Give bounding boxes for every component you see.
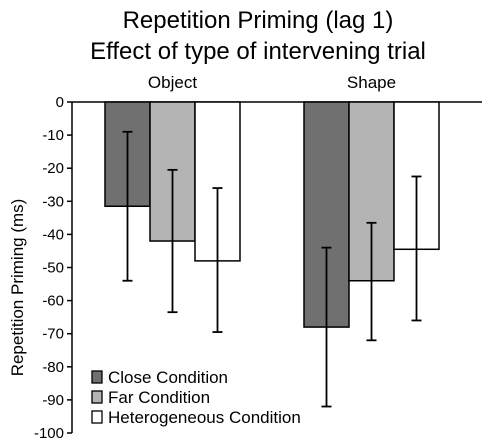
legend-swatch [91, 390, 103, 404]
y-tick-label: -50 [42, 260, 64, 277]
error-bar-object-2 [212, 187, 223, 333]
y-axis-label: Repetition Priming (ms) [8, 199, 27, 377]
y-tick-label: -90 [42, 392, 64, 409]
y-tick-label: -30 [42, 193, 64, 210]
chart-subtitle: Effect of type of intervening trial [90, 38, 426, 65]
y-tick-label: 0 [56, 94, 64, 111]
y-tick-label: -20 [42, 160, 64, 177]
legend-swatch [91, 370, 103, 384]
legend-label: Close Condition [108, 368, 228, 387]
y-tick-label: -80 [42, 359, 64, 376]
legend-label: Heterogeneous Condition [108, 408, 301, 427]
plot-area: 0 -10 -20 -30 -40 -50 -60 -70 -80 -90 -100 Repetiti… [8, 73, 482, 442]
y-tick-label: -10 [42, 127, 64, 144]
y-tick-label: -60 [42, 293, 64, 310]
error-bar-shape-1 [366, 221, 377, 342]
legend-item-1: Far Condition [91, 388, 210, 407]
legend-swatch [91, 410, 103, 424]
y-tick-label: -40 [42, 226, 64, 243]
error-bar-shape-2 [411, 175, 422, 322]
error-bar-object-1 [167, 168, 178, 314]
chart-title: Repetition Priming (lag 1) [123, 7, 394, 34]
group-label-object: Object [148, 73, 197, 92]
error-bar-shape-0 [321, 246, 332, 408]
error-bar-object-0 [122, 130, 133, 282]
y-tick-label: -100 [34, 425, 64, 442]
legend-item-0: Close Condition [91, 368, 228, 387]
legend-item-2: Heterogeneous Condition [91, 408, 301, 427]
group-label-shape: Shape [347, 73, 396, 92]
y-tick-label: -70 [42, 326, 64, 343]
legend-label: Far Condition [108, 388, 210, 407]
